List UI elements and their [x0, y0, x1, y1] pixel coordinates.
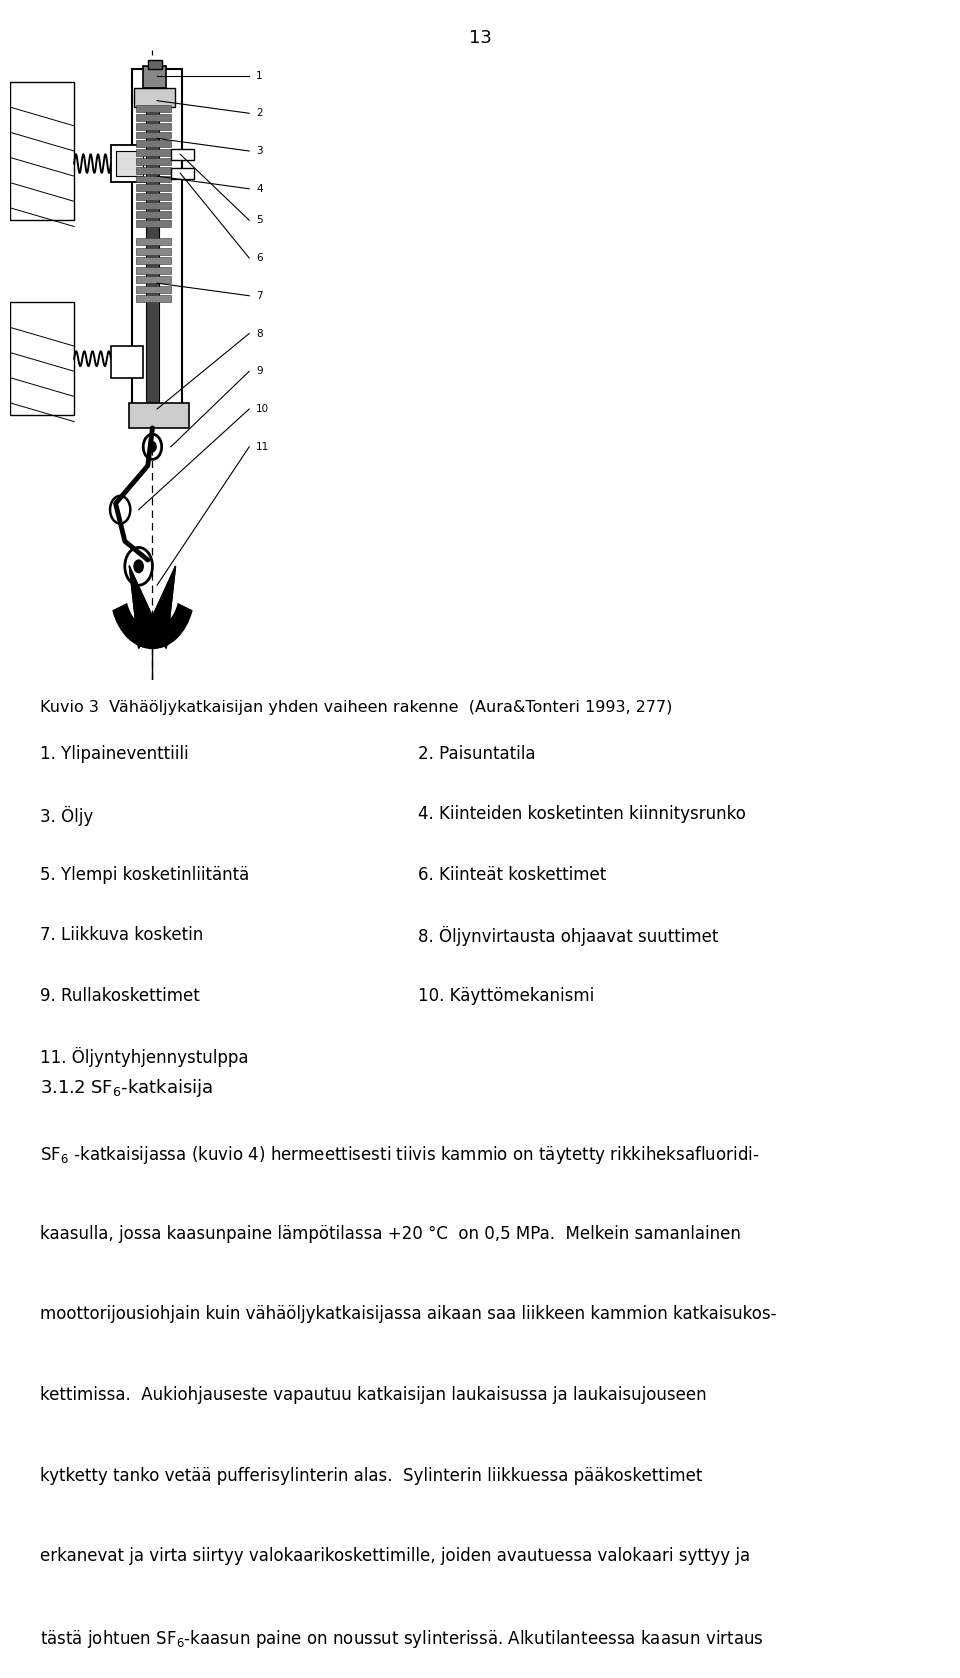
Text: 8: 8	[256, 329, 263, 339]
Bar	[10, 302, 74, 416]
Text: 11: 11	[256, 441, 270, 451]
Polygon shape	[130, 567, 176, 648]
Bar	[136, 166, 171, 175]
Wedge shape	[113, 604, 191, 648]
Bar	[136, 220, 171, 227]
Text: 6: 6	[256, 253, 263, 263]
Bar	[171, 168, 194, 180]
Bar	[132, 69, 182, 416]
Bar	[148, 60, 161, 69]
Text: 3: 3	[256, 146, 263, 156]
Bar	[136, 238, 171, 245]
Bar	[10, 82, 74, 220]
Bar	[136, 211, 171, 218]
Bar	[136, 106, 171, 112]
Text: erkanevat ja virta siirtyy valokaarikoskettimille, joiden avautuessa valokaari s: erkanevat ja virta siirtyy valokaarikosk…	[40, 1547, 751, 1566]
Text: 11. Öljyntyhjennystulppa: 11. Öljyntyhjennystulppa	[40, 1047, 249, 1067]
Text: 7: 7	[256, 290, 263, 300]
Text: 10: 10	[256, 404, 269, 414]
Text: 9: 9	[256, 366, 263, 376]
Text: 8. Öljynvirtausta ohjaavat suuttimet: 8. Öljynvirtausta ohjaavat suuttimet	[418, 926, 718, 946]
Text: 4. Kiinteiden kosketinten kiinnitysrunko: 4. Kiinteiden kosketinten kiinnitysrunko	[418, 805, 746, 824]
Text: 7. Liikkuva kosketin: 7. Liikkuva kosketin	[40, 926, 204, 945]
Bar	[136, 201, 171, 210]
Text: kytketty tanko vetää pufferisylinterin alas.  Sylinterin liikkuessa pääkoskettim: kytketty tanko vetää pufferisylinterin a…	[40, 1467, 703, 1485]
Text: 1. Ylipaineventtiili: 1. Ylipaineventtiili	[40, 745, 189, 763]
Bar	[136, 122, 171, 129]
Bar	[143, 65, 166, 89]
Text: 3. Öljy: 3. Öljy	[40, 805, 93, 826]
Bar	[111, 144, 148, 183]
Bar	[136, 131, 171, 139]
Bar	[136, 114, 171, 121]
Bar	[136, 267, 171, 274]
Text: 3.1.2 SF$_6$-katkaisija: 3.1.2 SF$_6$-katkaisija	[40, 1077, 214, 1099]
Text: 5. Ylempi kosketinliitäntä: 5. Ylempi kosketinliitäntä	[40, 866, 250, 884]
Text: 13: 13	[468, 29, 492, 47]
Bar	[171, 149, 194, 161]
Bar	[136, 248, 171, 255]
Text: kettimissa.  Aukiohjauseste vapautuu katkaisijan laukaisussa ja laukaisujouseen: kettimissa. Aukiohjauseste vapautuu katk…	[40, 1386, 707, 1404]
Text: 2. Paisuntatila: 2. Paisuntatila	[418, 745, 535, 763]
Bar	[136, 158, 171, 164]
Text: Kuvio 3  Vähäöljykatkaisijan yhden vaiheen rakenne  (Aura&Tonteri 1993, 277): Kuvio 3 Vähäöljykatkaisijan yhden vaihee…	[40, 700, 673, 715]
Bar	[115, 151, 143, 176]
Text: kaasulla, jossa kaasunpaine lämpötilassa +20 °C  on 0,5 MPa.  Melkein samanlaine: kaasulla, jossa kaasunpaine lämpötilassa…	[40, 1225, 741, 1243]
Bar	[136, 193, 171, 200]
Bar	[130, 403, 189, 428]
Text: SF$_6$ -katkaisijassa (kuvio 4) hermeettisesti tiivis kammio on täytetty rikkihe: SF$_6$ -katkaisijassa (kuvio 4) hermeett…	[40, 1144, 759, 1166]
Bar	[136, 285, 171, 292]
Bar	[136, 257, 171, 265]
Bar	[111, 346, 143, 378]
Bar	[136, 295, 171, 302]
Bar	[136, 185, 171, 191]
Text: 1: 1	[256, 70, 263, 81]
Bar	[136, 176, 171, 183]
Circle shape	[149, 441, 156, 451]
Bar	[136, 277, 171, 284]
Bar	[134, 89, 176, 107]
Circle shape	[134, 560, 143, 572]
Text: 10. Käyttömekanismi: 10. Käyttömekanismi	[418, 987, 594, 1005]
Bar	[146, 69, 159, 416]
Text: 5: 5	[256, 215, 263, 225]
Bar	[136, 149, 171, 156]
Text: moottorijousiohjain kuin vähäöljykatkaisijassa aikaan saa liikkeen kammion katka: moottorijousiohjain kuin vähäöljykatkais…	[40, 1305, 777, 1324]
Bar	[136, 141, 171, 148]
Text: 4: 4	[256, 185, 263, 193]
Text: tästä johtuen SF$_6$-kaasun paine on noussut sylinterissä. Alkutilanteessa kaasu: tästä johtuen SF$_6$-kaasun paine on nou…	[40, 1628, 764, 1649]
Text: 6. Kiinteät koskettimet: 6. Kiinteät koskettimet	[418, 866, 606, 884]
Text: 9. Rullakoskettimet: 9. Rullakoskettimet	[40, 987, 200, 1005]
Text: 2: 2	[256, 109, 263, 117]
